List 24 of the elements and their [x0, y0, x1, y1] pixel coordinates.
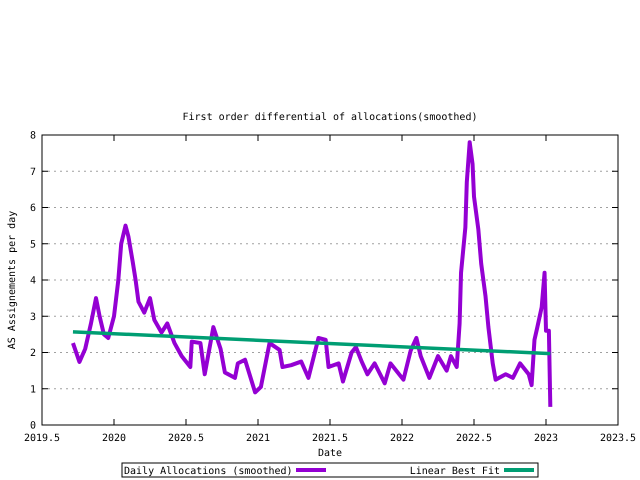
x-tick-label: 2022.5 [456, 433, 492, 444]
x-axis-title: Date [318, 448, 342, 459]
y-tick-label: 1 [30, 384, 36, 396]
x-tick-label: 2021.5 [312, 433, 348, 444]
y-tick-label: 6 [30, 203, 36, 214]
y-tick-label: 7 [30, 166, 36, 178]
y-tick-label: 2 [30, 348, 36, 359]
x-tick-label: 2022 [390, 433, 414, 444]
y-tick-label: 0 [30, 420, 36, 432]
chart-title: First order differential of allocations(smoothed) [182, 112, 478, 123]
legend-label: Daily Allocations (smoothed) [124, 466, 293, 477]
legend-label: Linear Best Fit [410, 466, 500, 477]
x-tick-label: 2020 [102, 433, 126, 444]
y-tick-label: 5 [30, 239, 36, 250]
y-tick-label: 8 [30, 130, 36, 142]
y-axis-title: AS Assignements per day [7, 210, 18, 350]
x-tick-label: 2019.5 [24, 433, 60, 444]
line-series [70, 140, 552, 409]
x-tick-label: 2023.5 [600, 433, 636, 444]
x-tick-label: 2020.5 [168, 433, 204, 444]
x-tick-label: 2023 [534, 433, 558, 444]
y-tick-label: 4 [30, 276, 36, 286]
y-tick-label: 3 [30, 312, 36, 323]
x-tick-label: 2021 [246, 433, 270, 444]
